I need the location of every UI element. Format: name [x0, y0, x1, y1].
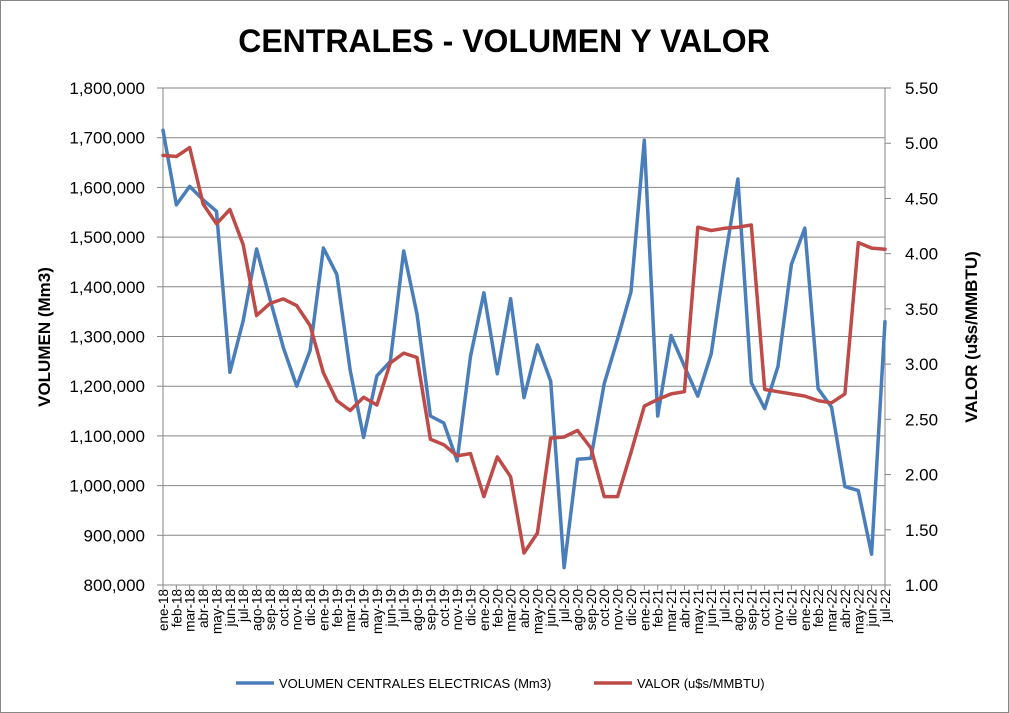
- x-tick-label: ene-21: [637, 589, 652, 631]
- x-tick-label: jul-20: [557, 589, 572, 623]
- x-tick-label: mar-18: [183, 589, 198, 632]
- right-tick-label: 2.50: [905, 410, 938, 429]
- left-tick-label: 1,300,000: [69, 328, 145, 347]
- x-tick-label: ago-19: [410, 589, 425, 631]
- x-tick-label: jun-18: [223, 589, 238, 628]
- left-tick-label: 1,500,000: [69, 228, 145, 247]
- x-tick-label: mar-19: [343, 589, 358, 632]
- x-tick-label: feb-19: [330, 589, 345, 627]
- right-tick-label: 4.50: [905, 189, 938, 208]
- x-tick-label: ene-20: [477, 589, 492, 631]
- series-line-valor: [161, 145, 887, 555]
- y-axis-label: VOLUMEN (Mm3): [35, 267, 54, 407]
- gridlines: [157, 87, 885, 586]
- left-tick-label: 1,600,000: [69, 178, 145, 197]
- x-tick-label: nov-21: [771, 589, 786, 630]
- x-tick-label: ago-21: [731, 589, 746, 631]
- x-tick-label: may-19: [370, 589, 385, 634]
- right-tick-label: 3.50: [905, 300, 938, 319]
- series-line-volumen: [161, 128, 887, 570]
- series-lines: [161, 128, 887, 570]
- x-tick-label: abr-18: [196, 589, 211, 628]
- y2-axis-label: VALOR (u$s/MMBTU): [962, 251, 981, 423]
- x-tick-label: ene-18: [156, 589, 171, 631]
- x-tick-label: sep-18: [263, 589, 278, 630]
- left-tick-label: 900,000: [84, 526, 145, 545]
- right-tick-label: 1.50: [905, 521, 938, 540]
- x-tick-label: jun-19: [383, 589, 398, 628]
- x-tick-label: dic-19: [464, 589, 479, 626]
- x-tick-label: abr-22: [838, 589, 853, 628]
- x-tick-label: may-22: [851, 589, 866, 634]
- right-tick-labels: 1.00 1.50 2.00 2.50 3.00 3.50 4.00 4.50 5.00 5.50: [885, 79, 938, 595]
- right-tick-label: 5.50: [905, 79, 938, 98]
- x-tick-label: jul-19: [397, 589, 412, 623]
- x-tick-label: dic-20: [624, 589, 639, 626]
- legend: VOLUMEN CENTRALES ELECTRICAS (Mm3) VALOR…: [236, 676, 765, 691]
- x-tick-label: feb-22: [811, 589, 826, 627]
- x-tick-label: may-20: [530, 589, 545, 634]
- x-tick-label: jun-20: [544, 589, 559, 628]
- x-tick-label: jul-21: [718, 589, 733, 623]
- x-tick-label: mar-20: [504, 589, 519, 632]
- right-tick-label: 5.00: [905, 134, 938, 153]
- x-tick-label: oct-19: [437, 589, 452, 627]
- x-tick-label: oct-21: [758, 589, 773, 627]
- right-tick-label: 4.00: [905, 245, 938, 264]
- x-tick-label: oct-20: [597, 589, 612, 627]
- chart-title: CENTRALES - VOLUMEN Y VALOR: [238, 23, 770, 59]
- x-tick-label: feb-20: [490, 589, 505, 627]
- x-tick-label: feb-21: [651, 589, 666, 627]
- x-tick-label: sep-19: [423, 589, 438, 630]
- x-tick-label: ene-19: [316, 589, 331, 631]
- left-tick-label: 1,200,000: [69, 377, 145, 396]
- x-tick-label: sep-21: [744, 589, 759, 630]
- x-tick-label: jul-18: [236, 589, 251, 623]
- right-tick-label: 1.00: [905, 576, 938, 595]
- x-tick-label: jun-22: [865, 589, 880, 628]
- x-tick-label: may-21: [691, 589, 706, 634]
- x-tick-label: oct-18: [276, 589, 291, 627]
- right-tick-label: 2.00: [905, 466, 938, 485]
- x-tick-label: abr-21: [677, 589, 692, 628]
- x-tick-label: may-18: [209, 589, 224, 634]
- x-tick-label: ene-22: [798, 589, 813, 631]
- x-tick-label: ago-18: [250, 589, 265, 631]
- left-tick-label: 1,400,000: [69, 278, 145, 297]
- x-tick-label: dic-18: [303, 589, 318, 626]
- x-tick-label: feb-18: [169, 589, 184, 627]
- left-tick-label: 1,000,000: [69, 477, 145, 496]
- right-tick-label: 3.00: [905, 355, 938, 374]
- legend-label-valor: VALOR (u$s/MMBTU): [637, 676, 765, 691]
- left-tick-label: 1,700,000: [69, 129, 145, 148]
- x-tick-label: jun-21: [704, 589, 719, 628]
- x-tick-label: nov-19: [450, 589, 465, 630]
- x-tick-label: ago-20: [570, 589, 585, 631]
- x-tick-label: abr-19: [357, 589, 372, 628]
- x-tick-label: dic-21: [784, 589, 799, 626]
- x-tick-label: mar-21: [664, 589, 679, 632]
- left-tick-label: 800,000: [84, 576, 145, 595]
- x-tick-label: abr-20: [517, 589, 532, 628]
- left-tick-label: 1,100,000: [69, 427, 145, 446]
- legend-label-volumen: VOLUMEN CENTRALES ELECTRICAS (Mm3): [279, 676, 551, 691]
- left-tick-label: 1,800,000: [69, 79, 145, 98]
- x-tick-label: sep-20: [584, 589, 599, 630]
- x-tick-label: nov-18: [290, 589, 305, 630]
- x-tick-labels: ene-18feb-18mar-18abr-18may-18jun-18jul-…: [156, 585, 893, 634]
- x-tick-label: nov-20: [611, 589, 626, 630]
- x-tick-label: jul-22: [878, 589, 893, 623]
- x-tick-label: mar-22: [825, 589, 840, 632]
- left-tick-labels: 800,000 900,000 1,000,000 1,100,000 1,200,00…: [69, 79, 145, 595]
